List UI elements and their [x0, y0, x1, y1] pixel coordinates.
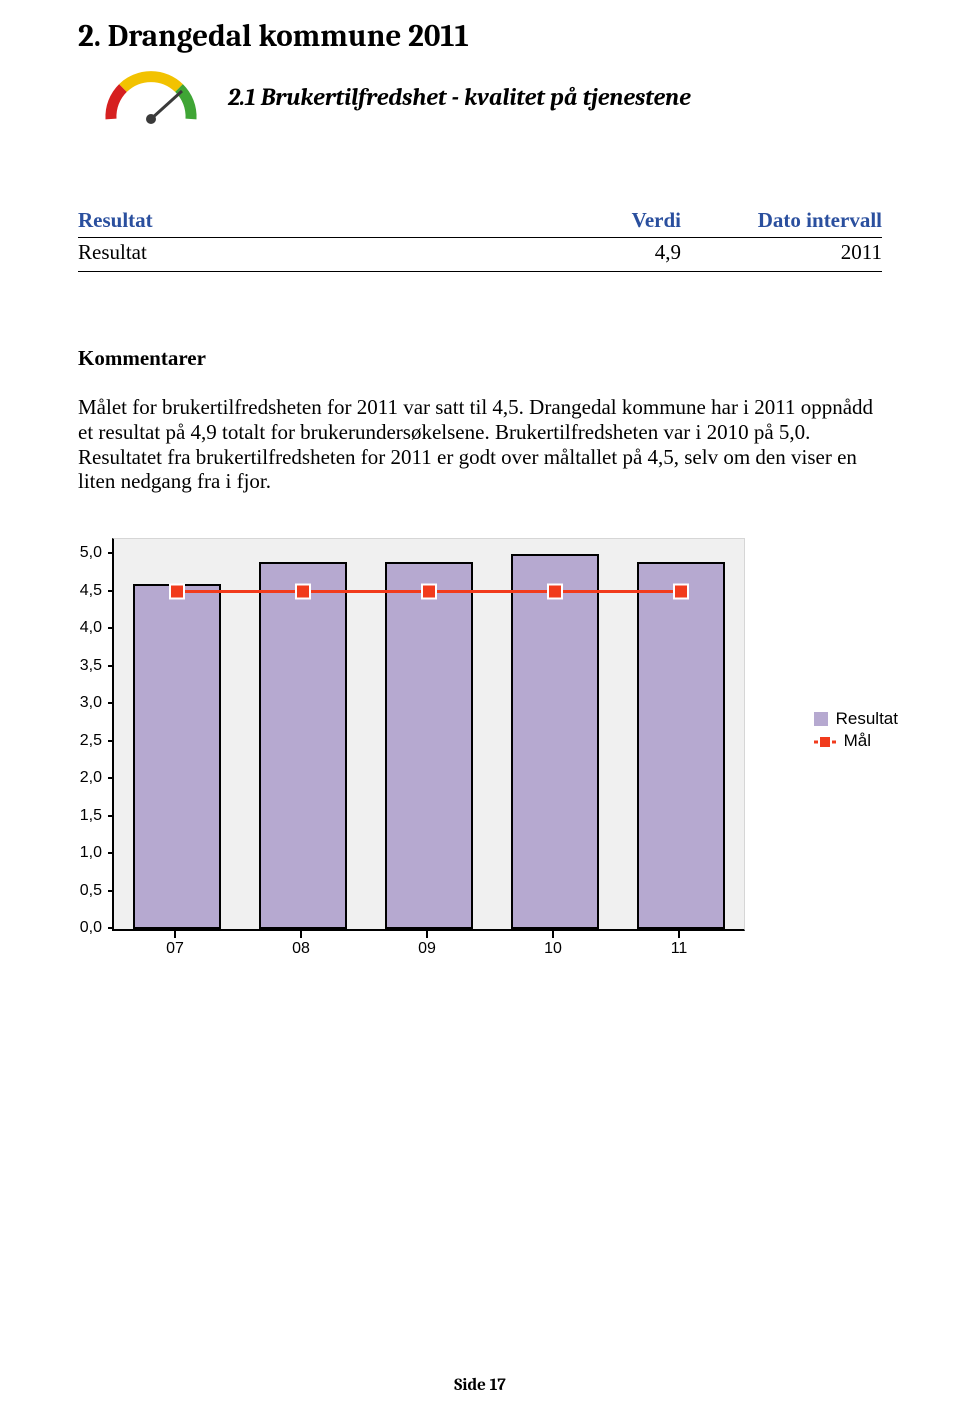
chart-x-axis: 0708091011: [112, 930, 742, 966]
chart-bar: [637, 562, 725, 930]
th-dato: Dato intervall: [681, 204, 882, 238]
chart-bar: [133, 584, 221, 929]
comments-body: Målet for brukertilfredsheten for 2011 v…: [78, 395, 882, 494]
chart: 0,00,51,01,52,02,53,03,54,04,55,0 070809…: [58, 538, 898, 968]
table-header-row: Resultat Verdi Dato intervall: [78, 204, 882, 238]
th-resultat: Resultat: [78, 204, 544, 238]
td-resultat: Resultat: [78, 238, 544, 272]
legend-row-resultat: Resultat: [814, 708, 898, 730]
chart-bar: [259, 562, 347, 930]
table-row: Resultat 4,9 2011: [78, 238, 882, 272]
td-verdi: 4,9: [544, 238, 681, 272]
page-heading: 2. Drangedal kommune 2011: [78, 18, 882, 54]
chart-bar: [385, 562, 473, 930]
subheading-row: 2.1 Brukertilfredshet - kvalitet på tjen…: [96, 64, 882, 130]
legend-label-resultat: Resultat: [836, 709, 898, 729]
chart-bars: [114, 539, 744, 929]
gauge-icon: [96, 64, 206, 130]
chart-y-axis: 0,00,51,01,52,02,53,03,54,04,55,0: [58, 538, 108, 928]
legend-label-maal: Mål: [844, 731, 871, 751]
th-verdi: Verdi: [544, 204, 681, 238]
comments-heading: Kommentarer: [78, 346, 882, 371]
chart-plot-area: [112, 538, 745, 931]
chart-bar: [511, 554, 599, 929]
legend-row-maal: Mål: [814, 730, 898, 752]
td-dato: 2011: [681, 238, 882, 272]
legend-swatch-maal: [814, 734, 836, 748]
chart-legend: Resultat Mål: [814, 708, 898, 752]
page-subheading: 2.1 Brukertilfredshet - kvalitet på tjen…: [228, 83, 691, 111]
page-footer: Side 17: [0, 1376, 960, 1395]
legend-swatch-resultat: [814, 712, 828, 726]
result-table: Resultat Verdi Dato intervall Resultat 4…: [78, 204, 882, 272]
